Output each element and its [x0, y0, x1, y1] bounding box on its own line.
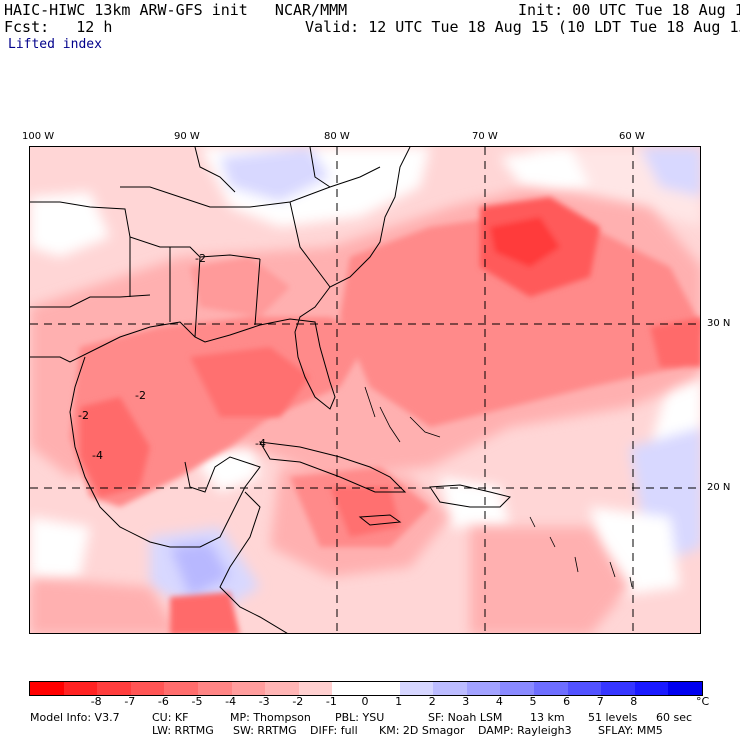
colorbar-tick-label: 0: [361, 695, 369, 708]
grid-spacing: 13 km: [530, 711, 565, 724]
coastlines: [30, 147, 511, 633]
map-panel: -2 -2 -4 -2 -4: [29, 146, 701, 634]
colorbar-unit: °C: [696, 695, 710, 708]
colorbar-swatch: [265, 682, 299, 695]
colorbar-swatch: [365, 682, 400, 695]
lon-label-60w: 60 W: [619, 131, 645, 142]
km-setting: KM: 2D Smagor: [379, 724, 465, 737]
colorbar-swatch: [63, 682, 98, 695]
colorbar-tick-label: -2: [292, 695, 304, 708]
colorbar-tick-label: 4: [495, 695, 503, 708]
colorbar: [29, 681, 703, 696]
colorbar-tick-label: -8: [90, 695, 102, 708]
colorbar-tick-label: -5: [191, 695, 203, 708]
colorbar-tick-label: 6: [563, 695, 571, 708]
colorbar-tick-label: 5: [529, 695, 537, 708]
colorbar-swatch: [197, 682, 232, 695]
model-info: Model Info: V3.7: [30, 711, 120, 724]
colorbar-swatch: [399, 682, 434, 695]
colorbar-swatch: [30, 682, 64, 695]
lat-label-20n: 20 N: [707, 482, 731, 493]
shortwave-scheme: SW: RRTMG: [233, 724, 297, 737]
forecast-hour: Fcst: 12 h: [4, 18, 113, 36]
lat-lon-grid: [30, 147, 700, 633]
colorbar-tick-label: -7: [124, 695, 136, 708]
lon-label-90w: 90 W: [174, 131, 200, 142]
colorbar-swatch: [97, 682, 131, 695]
valid-time: Valid: 12 UTC Tue 18 Aug 15 (10 LDT Tue …: [305, 18, 740, 36]
colorbar-swatch: [164, 682, 198, 695]
damping-setting: DAMP: Rayleigh3: [478, 724, 572, 737]
colorbar-swatch: [668, 682, 702, 695]
vertical-levels: 51 levels: [588, 711, 638, 724]
contour-label: -4: [255, 437, 266, 450]
contour-labels: -2 -2 -4 -2 -4: [78, 252, 266, 462]
lon-label-70w: 70 W: [472, 131, 498, 142]
colorbar-swatch: [332, 682, 366, 695]
colorbar-swatch: [298, 682, 333, 695]
colorbar-tick-label: -3: [258, 695, 270, 708]
colorbar-swatch: [231, 682, 266, 695]
colorbar-swatch: [433, 682, 467, 695]
lon-label-100w: 100 W: [22, 131, 55, 142]
cumulus-scheme: CU: KF: [152, 711, 189, 724]
very-high-instability: [80, 197, 700, 633]
colorbar-tick-label: -1: [325, 695, 337, 708]
surface-layer-setting: SFLAY: MM5: [598, 724, 663, 737]
lifted-index-map: -2 -2 -4 -2 -4: [30, 147, 700, 633]
colorbar-swatch: [601, 682, 635, 695]
colorbar-tick-label: 7: [596, 695, 604, 708]
lon-label-80w: 80 W: [324, 131, 350, 142]
colorbar-tick-label: -6: [157, 695, 169, 708]
colorbar-tick-label: 2: [428, 695, 436, 708]
stable-regions: [30, 147, 700, 617]
field-name: Lifted index: [8, 37, 102, 52]
lat-label-30n: 30 N: [707, 318, 731, 329]
pbl-scheme: PBL: YSU: [335, 711, 385, 724]
microphysics-scheme: MP: Thompson: [230, 711, 311, 724]
colorbar-swatch: [567, 682, 602, 695]
longwave-scheme: LW: RRTMG: [152, 724, 214, 737]
islands: [364, 386, 633, 588]
colorbar-tick-label: 8: [630, 695, 638, 708]
contour-label: -4: [92, 449, 103, 462]
time-step: 60 sec: [656, 711, 693, 724]
colorbar-tick-label: -4: [225, 695, 237, 708]
contour-label: -2: [135, 389, 146, 402]
contour-label: -2: [78, 409, 89, 422]
surface-scheme: SF: Noah LSM: [428, 711, 503, 724]
colorbar-swatch: [130, 682, 165, 695]
colorbar-swatch: [533, 682, 568, 695]
colorbar-swatch: [500, 682, 534, 695]
colorbar-swatch: [634, 682, 669, 695]
colorbar-swatch: [466, 682, 501, 695]
init-time: Init: 00 UTC Tue 18 Aug 15: [518, 1, 740, 19]
model-title: HAIC-HIWC 13km ARW-GFS init NCAR/MMM: [4, 1, 348, 19]
diffusion-setting: DIFF: full: [310, 724, 358, 737]
colorbar-tick-label: 1: [395, 695, 403, 708]
contour-label: -2: [195, 252, 206, 265]
colorbar-tick-label: 3: [462, 695, 470, 708]
